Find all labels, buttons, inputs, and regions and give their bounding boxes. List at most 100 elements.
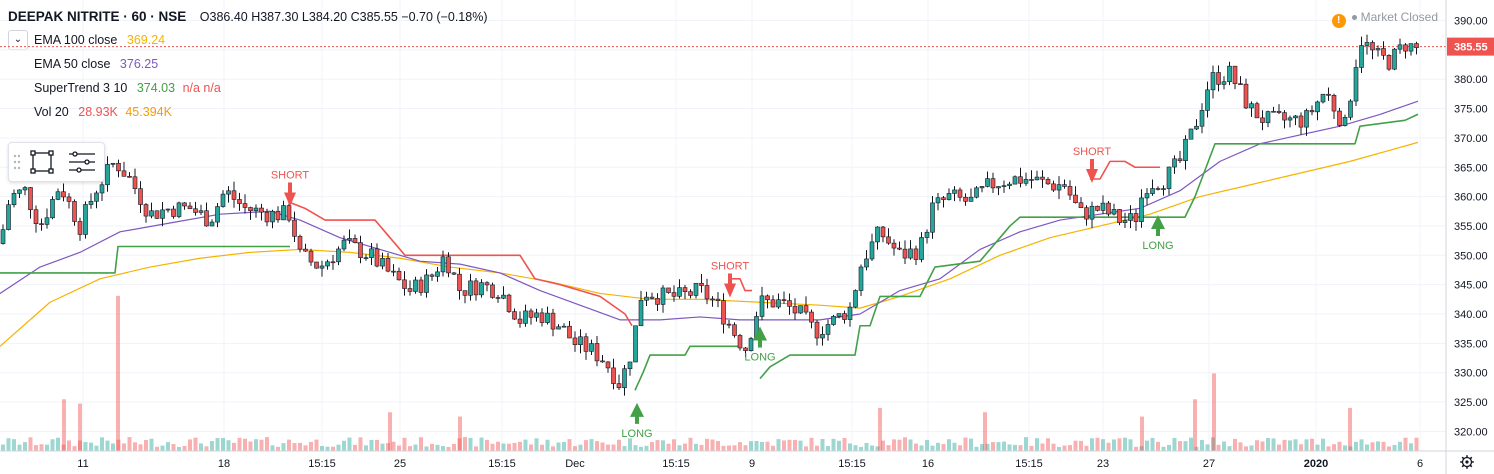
candle: [660, 287, 666, 305]
volume-bar: [314, 439, 319, 451]
volume-bar: [171, 444, 176, 451]
volume-bar: [232, 442, 236, 451]
volume-bar: [248, 441, 253, 451]
candle: [908, 248, 913, 259]
volume-bar: [1134, 446, 1138, 451]
candle: [1034, 176, 1040, 181]
grid: [0, 0, 1446, 451]
volume-bar: [1, 444, 5, 451]
x-tick-label: 9: [749, 458, 755, 470]
candle: [1161, 188, 1166, 190]
indicator-volume[interactable]: Vol 20 28.93K 45.394K: [8, 100, 488, 124]
candle: [693, 282, 699, 296]
volume-bar: [1288, 440, 1292, 451]
volume-bar: [325, 446, 330, 451]
volume-bar: [606, 444, 610, 451]
volume-bar: [243, 438, 247, 451]
volume-bar: [463, 437, 467, 451]
candle: [55, 191, 61, 200]
candle: [116, 162, 121, 172]
gear-icon[interactable]: [1460, 455, 1474, 469]
candle: [286, 205, 292, 221]
candle: [1216, 72, 1221, 85]
indicator-ema50[interactable]: EMA 50 close 376.25: [8, 52, 488, 76]
symbol-title[interactable]: DEEPAK NITRITE · 60 · NSE: [8, 9, 187, 24]
list-icon[interactable]: [69, 151, 95, 173]
volume-bar: [446, 446, 451, 451]
candle: [1183, 138, 1188, 161]
candle: [1370, 42, 1375, 51]
volume-bar: [600, 442, 605, 451]
volume-bar: [1227, 446, 1232, 451]
candle: [1386, 54, 1392, 70]
volume-bar: [430, 443, 434, 451]
y-tick-label: 370.00: [1454, 133, 1488, 145]
volume-bar: [958, 445, 962, 451]
volume-bar: [793, 439, 797, 451]
volume-bar: [116, 439, 121, 451]
volume-bar: [655, 440, 660, 451]
last-price-badge: [1447, 37, 1494, 56]
volume-bar: [298, 442, 302, 451]
grip-icon[interactable]: [13, 154, 21, 170]
candle: [1029, 179, 1034, 181]
indicator-ema100[interactable]: EMA 100 close 369.24: [8, 28, 488, 52]
x-tick-label: 11: [77, 458, 88, 470]
volume-bar: [1172, 437, 1177, 451]
volume-bar: [991, 442, 995, 451]
candle: [831, 316, 836, 325]
volume-bar: [1315, 444, 1320, 451]
volume-bar: [72, 446, 77, 451]
candle: [226, 190, 231, 195]
candle: [1056, 184, 1062, 191]
volume-bar: [1084, 445, 1089, 451]
legend: DEEPAK NITRITE · 60 · NSE O386.40 H387.3…: [8, 6, 488, 124]
candle: [638, 299, 644, 327]
candle: [1282, 112, 1287, 121]
candle: [363, 257, 369, 259]
candle: [1067, 186, 1073, 196]
volume-bar: [914, 443, 918, 451]
volume-bar: [1018, 445, 1023, 451]
volume-bar: [50, 439, 55, 451]
ohlc-values: O386.40 H387.30 L384.20 C385.55 −0.70 (−…: [199, 10, 488, 24]
y-tick-label: 345.00: [1454, 280, 1488, 292]
rectangle-icon[interactable]: [30, 150, 54, 174]
candle: [341, 239, 347, 250]
candle: [583, 336, 589, 352]
volume-bar: [1029, 445, 1034, 451]
candle: [1128, 213, 1133, 221]
volume-bar: [831, 438, 836, 451]
candle: [215, 206, 220, 223]
volume-bar: [12, 439, 16, 451]
candle: [418, 279, 424, 293]
volume-bar: [584, 440, 588, 451]
candle: [1260, 117, 1265, 123]
volume-bar: [875, 446, 880, 451]
candle: [1254, 103, 1260, 119]
candle: [495, 297, 501, 299]
candle: [33, 209, 39, 224]
volume-bar: [771, 445, 775, 451]
candle: [1062, 184, 1067, 187]
candle: [572, 337, 578, 345]
volume-bar: [458, 416, 462, 451]
volume-bar: [963, 437, 968, 451]
candle: [897, 247, 902, 250]
candle: [913, 248, 919, 260]
x-tick-label: 15:15: [662, 458, 690, 470]
indicator-supertrend[interactable]: SuperTrend 3 10 374.03 n/a n/a: [8, 76, 488, 100]
volume-bar: [683, 443, 687, 451]
candle: [88, 200, 94, 205]
market-status[interactable]: ! Market Closed: [1331, 10, 1438, 28]
short-signal-arrow: [724, 283, 736, 298]
candle: [171, 208, 176, 217]
candle: [99, 184, 105, 194]
candle: [358, 242, 363, 259]
volume-bar: [864, 442, 869, 451]
candle: [501, 294, 506, 299]
volume-bar: [941, 444, 946, 451]
volume-bar: [397, 445, 401, 451]
candle: [990, 178, 996, 189]
